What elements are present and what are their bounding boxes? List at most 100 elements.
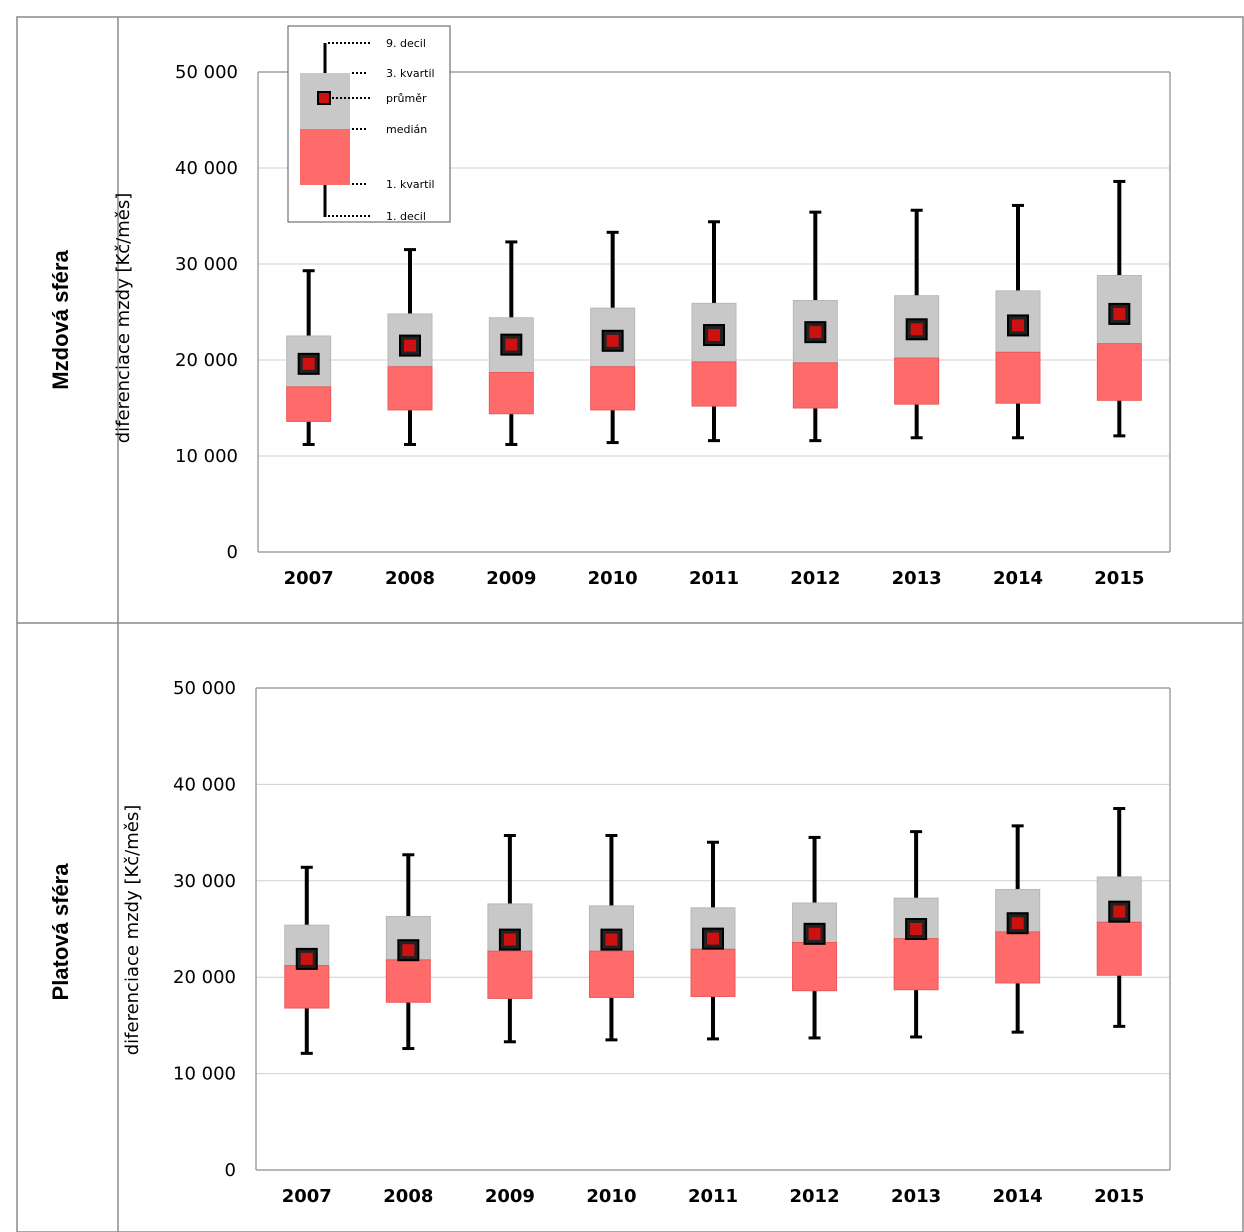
legend-mean-marker [317, 91, 331, 105]
lower-box [284, 965, 330, 1009]
y-tick-label: 10 000 [175, 446, 238, 467]
legend-mean: průměr [386, 92, 427, 105]
x-tick-label: 2015 [1094, 568, 1144, 589]
table-border [16, 16, 1244, 1232]
x-tick-label: 2008 [385, 568, 435, 589]
lower-box [691, 361, 737, 407]
mean-marker-inner [402, 944, 415, 957]
mean-marker-inner [808, 927, 821, 940]
lower-box [590, 366, 636, 411]
mean-marker-inner [910, 923, 923, 935]
y-tick-label: 0 [225, 1160, 236, 1181]
y-tick-label: 50 000 [173, 678, 236, 699]
x-tick-label: 2007 [284, 568, 334, 589]
mean-marker-inner [910, 323, 923, 336]
mean-marker-inner [1113, 307, 1126, 320]
mean-marker-inner [1113, 905, 1126, 918]
table-frame [16, 16, 1244, 1232]
lower-box [488, 371, 534, 415]
lower-box [792, 362, 838, 409]
box-2012 [792, 210, 838, 443]
lower-box [1096, 921, 1142, 976]
box-2011 [691, 220, 737, 443]
chart-platova-sfera: diferenciace mzdy [Kč/měs] 0 10 000 20 000… [122, 678, 1171, 1207]
x-tick-label: 2012 [790, 1186, 840, 1207]
box-2010 [590, 230, 636, 445]
x-tick-label: 2012 [790, 568, 840, 589]
lower-box [995, 351, 1041, 404]
mean-marker-inner [708, 329, 720, 342]
x-tick-label: 2014 [993, 568, 1043, 589]
mean-marker-inner [1011, 917, 1024, 930]
legend-leader-lines [328, 42, 370, 217]
y-tick-label: 50 000 [175, 62, 238, 83]
legend-quartile1: 1. kvartil [386, 178, 435, 191]
mean-marker-inner [404, 339, 416, 352]
box-2014 [995, 203, 1041, 440]
y-tick-label: 30 000 [173, 871, 236, 892]
x-tick-label: 2011 [688, 1186, 738, 1207]
x-tick-label: 2013 [892, 568, 942, 589]
x-tick-label: 2009 [485, 1186, 535, 1207]
box-2014 [995, 824, 1041, 1034]
x-tick-label: 2014 [993, 1186, 1043, 1207]
lower-box [894, 357, 940, 405]
y-tick-label: 40 000 [173, 774, 236, 795]
lower-box [893, 938, 939, 991]
mean-marker-inner [707, 932, 719, 945]
lower-box [487, 950, 533, 999]
y-tick-label: 40 000 [175, 158, 238, 179]
x-tick-label: 2008 [383, 1186, 433, 1207]
box-2009 [487, 833, 533, 1044]
lower-box [995, 931, 1041, 984]
box-2009 [488, 240, 534, 446]
legend-median: medián [386, 123, 427, 136]
y-axis-title: diferenciace mzdy [Kč/měs] [122, 805, 143, 1056]
x-tick-label: 2009 [486, 568, 536, 589]
mean-marker-inner [302, 357, 315, 370]
box-2007 [284, 865, 330, 1055]
y-tick-label: 20 000 [175, 350, 238, 371]
y-tick-label: 30 000 [175, 254, 238, 275]
box-2013 [894, 208, 940, 440]
box-2008 [385, 853, 431, 1051]
x-tick-label: 2010 [588, 568, 638, 589]
row-label-mzdova: Mzdová sféra [48, 250, 73, 390]
x-tick-label: 2015 [1094, 1186, 1144, 1207]
chart-mzdova-sfera: diferenciace mzdy [Kč/měs] 0 10 000 20 000… [113, 62, 1171, 589]
lower-box [286, 386, 332, 422]
mean-marker-inner [809, 326, 822, 339]
x-tick-label: 2010 [586, 1186, 636, 1207]
y-tick-label: 20 000 [173, 967, 236, 988]
box-2012 [792, 835, 838, 1040]
box-2010 [588, 833, 634, 1042]
lower-box [1096, 343, 1142, 401]
legend: 9. decil 3. kvartil průměr medián 1. kva… [287, 25, 451, 223]
legend-decile9: 9. decil [386, 37, 426, 50]
lower-box [588, 950, 634, 998]
box-2007 [286, 269, 332, 446]
x-tick-label: 2011 [689, 568, 739, 589]
mean-marker-inner [1012, 319, 1024, 332]
row-label-platova: Platová sféra [48, 863, 73, 1001]
x-tick-label: 2013 [891, 1186, 941, 1207]
box-2015 [1096, 807, 1142, 1028]
y-tick-label: 0 [227, 542, 238, 563]
plot-area: 0 10 000 20 000 30 000 40 000 50 000 [175, 62, 1171, 563]
box-2008 [387, 248, 433, 446]
y-axis-title: diferenciace mzdy [Kč/měs] [113, 193, 134, 444]
legend-lower-box [300, 129, 350, 185]
legend-quartile3: 3. kvartil [386, 67, 435, 80]
box-2011 [690, 840, 736, 1041]
mean-marker-inner [503, 933, 516, 946]
lower-box [690, 948, 736, 997]
mean-marker-inner [605, 933, 618, 946]
lower-box [387, 366, 433, 411]
legend-decile1: 1. decil [386, 210, 426, 223]
x-tick-label: 2007 [282, 1186, 332, 1207]
y-tick-label: 10 000 [173, 1064, 236, 1085]
mean-marker-inner [505, 338, 518, 351]
mean-marker-inner [300, 952, 313, 965]
box-2013 [893, 830, 939, 1039]
